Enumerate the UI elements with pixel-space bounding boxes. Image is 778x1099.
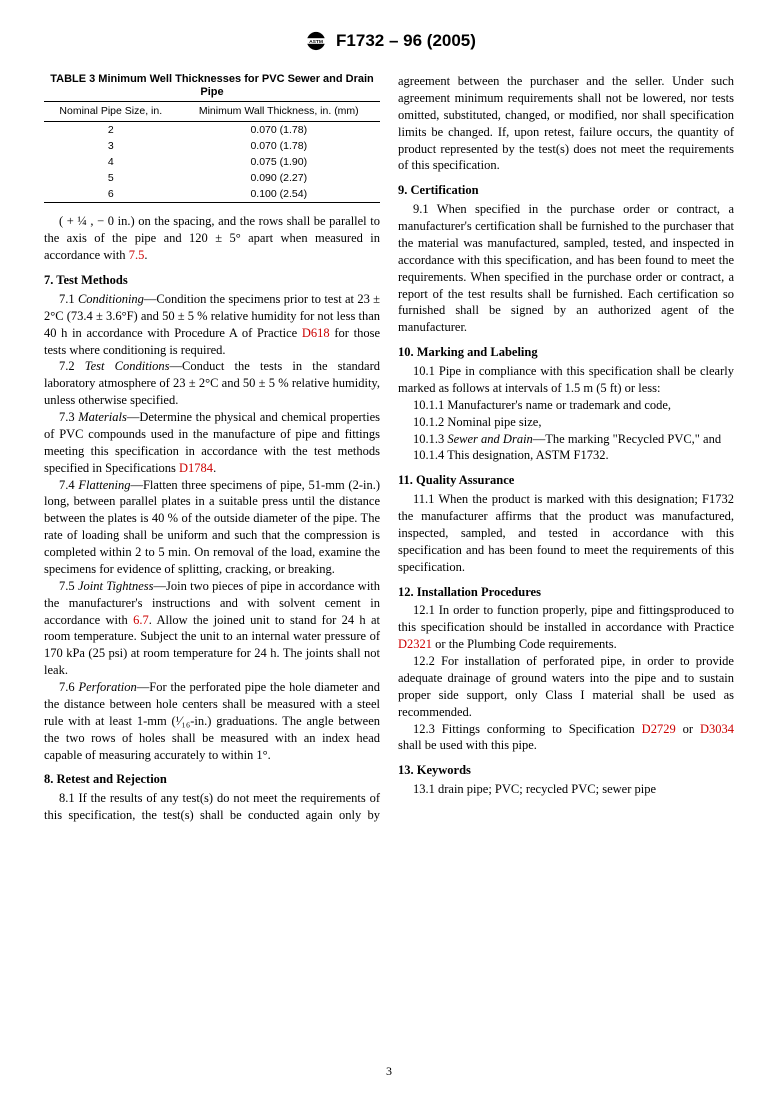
para-10-1-3: 10.1.3 Sewer and Drain—The marking "Recy… (398, 431, 734, 448)
table-row: 20.070 (1.78) (44, 121, 380, 138)
table-cell: 0.100 (2.54) (178, 186, 380, 203)
table-row: 60.100 (2.54) (44, 186, 380, 203)
ref-d618: D618 (302, 326, 330, 340)
section-8-head: 8. Retest and Rejection (44, 771, 380, 788)
table-cell: 0.090 (2.27) (178, 170, 380, 186)
table-cell: 0.075 (1.90) (178, 154, 380, 170)
para-12-2: 12.2 For installation of perforated pipe… (398, 653, 734, 721)
para-10-1-4: 10.1.4 This designation, ASTM F1732. (398, 447, 734, 464)
section-7-head: 7. Test Methods (44, 272, 380, 289)
document-id: F1732 – 96 (2005) (336, 31, 476, 51)
ref-7-5: 7.5 (129, 248, 145, 262)
ref-d3034: D3034 (700, 722, 734, 736)
content-columns: TABLE 3 Minimum Well Thicknesses for PVC… (44, 73, 734, 824)
table-cell: 0.070 (1.78) (178, 138, 380, 154)
table-row: 40.075 (1.90) (44, 154, 380, 170)
table-col1-head: Nominal Pipe Size, in. (44, 102, 178, 121)
astm-logo-icon: ASTM (302, 30, 330, 52)
para-12-1: 12.1 In order to function properly, pipe… (398, 602, 734, 653)
para-9-1: 9.1 When specified in the purchase order… (398, 201, 734, 336)
table-cell: 5 (44, 170, 178, 186)
table-cell: 2 (44, 121, 178, 138)
ref-d1784: D1784 (179, 461, 213, 475)
para-10-1-2: 10.1.2 Nominal pipe size, (398, 414, 734, 431)
table-row: 30.070 (1.78) (44, 138, 380, 154)
para-10-1: 10.1 Pipe in compliance with this specif… (398, 363, 734, 397)
para-10-1-1: 10.1.1 Manufacturer's name or trademark … (398, 397, 734, 414)
table-col2-head: Minimum Wall Thickness, in. (mm) (178, 102, 380, 121)
para-12-3: 12.3 Fittings conforming to Specificatio… (398, 721, 734, 755)
para-7-2: 7.2 Test Conditions—Conduct the tests in… (44, 358, 380, 409)
para-11-1: 11.1 When the product is marked with thi… (398, 491, 734, 575)
section-11-head: 11. Quality Assurance (398, 472, 734, 489)
section-9-head: 9. Certification (398, 182, 734, 199)
table-row: 50.090 (2.27) (44, 170, 380, 186)
table-cell: 6 (44, 186, 178, 203)
table-3: TABLE 3 Minimum Well Thicknesses for PVC… (44, 73, 380, 203)
para-13-1: 13.1 drain pipe; PVC; recycled PVC; sewe… (398, 781, 734, 798)
table-caption: TABLE 3 Minimum Well Thicknesses for PVC… (44, 73, 380, 99)
ref-d2729: D2729 (642, 722, 676, 736)
ref-d2321: D2321 (398, 637, 432, 651)
para-after-table: ( + ¼ , − 0 in.) on the spacing, and the… (44, 213, 380, 264)
page-header: ASTM F1732 – 96 (2005) (44, 30, 734, 57)
table-cell: 3 (44, 138, 178, 154)
table-3-data: Nominal Pipe Size, in. Minimum Wall Thic… (44, 101, 380, 203)
svg-text:ASTM: ASTM (309, 39, 323, 45)
page: ASTM F1732 – 96 (2005) TABLE 3 Minimum W… (0, 0, 778, 1099)
section-10-head: 10. Marking and Labeling (398, 344, 734, 361)
para-7-5: 7.5 Joint Tightness—Join two pieces of p… (44, 578, 380, 679)
para-7-3: 7.3 Materials—Determine the physical and… (44, 409, 380, 477)
table-cell: 4 (44, 154, 178, 170)
para-7-4: 7.4 Flattening—Flatten three specimens o… (44, 477, 380, 578)
section-13-head: 13. Keywords (398, 762, 734, 779)
table-cell: 0.070 (1.78) (178, 121, 380, 138)
ref-6-7: 6.7 (133, 613, 149, 627)
para-7-6: 7.6 Perforation—For the perforated pipe … (44, 679, 380, 763)
section-12-head: 12. Installation Procedures (398, 584, 734, 601)
para-7-1: 7.1 Conditioning—Condition the specimens… (44, 291, 380, 359)
page-number: 3 (44, 1064, 734, 1079)
